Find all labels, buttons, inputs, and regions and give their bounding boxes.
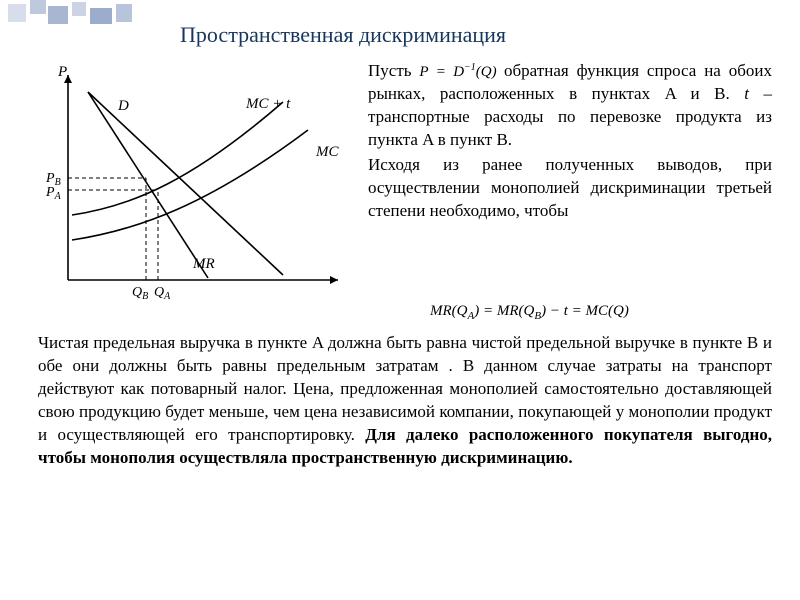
text: Пусть: [368, 61, 419, 80]
variable-t: t: [744, 84, 749, 103]
conclusion-text: Чистая предельная выручка в пункте A дол…: [38, 332, 772, 470]
svg-text:MC + t: MC + t: [245, 96, 291, 112]
slide: Пространственная дискриминация P D MR MC MC …: [0, 0, 800, 600]
intro-text: Пусть P = D−1(Q) обратная функция спроса…: [368, 60, 772, 225]
svg-text:QA: QA: [154, 285, 171, 302]
svg-text:P: P: [57, 64, 67, 80]
svg-text:D: D: [117, 98, 129, 114]
header-decoration: [0, 0, 160, 24]
page-title: Пространственная дискриминация: [180, 22, 506, 48]
inverse-demand-equation: P = D−1(Q): [419, 64, 504, 80]
spatial-discrimination-chart: PDMRMCMC + tPBPAQBQA: [28, 60, 358, 310]
text: Исходя из ранее полученных выводов, при …: [368, 154, 772, 223]
mr-mc-equation: MR(QA) = MR(QB) − t = MC(Q): [430, 303, 629, 322]
svg-text:MR: MR: [192, 256, 215, 272]
svg-text:QB: QB: [132, 285, 148, 302]
svg-text:MC: MC: [315, 144, 339, 160]
